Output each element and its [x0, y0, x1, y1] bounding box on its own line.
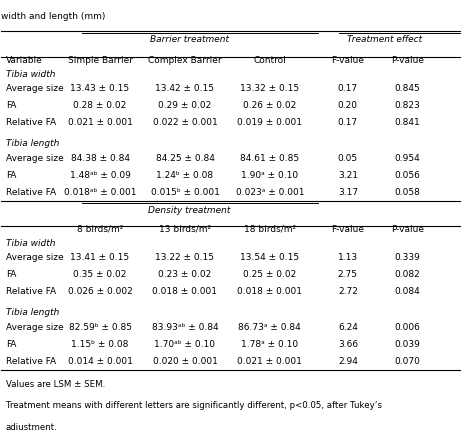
Text: Control: Control — [254, 56, 286, 65]
Text: Variable: Variable — [6, 56, 43, 65]
Text: 0.17: 0.17 — [338, 84, 358, 93]
Text: 0.20: 0.20 — [338, 101, 358, 110]
Text: 3.21: 3.21 — [338, 171, 358, 180]
Text: Average size: Average size — [6, 84, 64, 93]
Text: 0.084: 0.084 — [395, 286, 420, 295]
Text: 84.38 ± 0.84: 84.38 ± 0.84 — [71, 154, 129, 163]
Text: 0.823: 0.823 — [395, 101, 420, 110]
Text: 0.29 ± 0.02: 0.29 ± 0.02 — [158, 101, 211, 110]
Text: 0.35 ± 0.02: 0.35 ± 0.02 — [73, 270, 127, 279]
Text: adjustment.: adjustment. — [6, 422, 58, 430]
Text: FA: FA — [6, 270, 16, 279]
Text: Relative FA: Relative FA — [6, 118, 56, 127]
Text: Density treatment: Density treatment — [148, 205, 231, 214]
Text: 0.05: 0.05 — [338, 154, 358, 163]
Text: 13 birds/m²: 13 birds/m² — [159, 224, 211, 233]
Text: 0.015ᵇ ± 0.001: 0.015ᵇ ± 0.001 — [151, 188, 219, 197]
Text: 84.61 ± 0.85: 84.61 ± 0.85 — [240, 154, 300, 163]
Text: Tibia width: Tibia width — [6, 69, 55, 78]
Text: Average size: Average size — [6, 322, 64, 331]
Text: Relative FA: Relative FA — [6, 356, 56, 366]
Text: 1.70ᵃᵇ ± 0.10: 1.70ᵃᵇ ± 0.10 — [155, 339, 216, 348]
Text: F-value: F-value — [331, 56, 365, 65]
Text: Simple Barrier: Simple Barrier — [68, 56, 133, 65]
Text: 13.22 ± 0.15: 13.22 ± 0.15 — [155, 252, 214, 261]
Text: 0.020 ± 0.001: 0.020 ± 0.001 — [153, 356, 218, 366]
Text: 0.25 ± 0.02: 0.25 ± 0.02 — [243, 270, 296, 279]
Text: Relative FA: Relative FA — [6, 286, 56, 295]
Text: 0.023ᵃ ± 0.001: 0.023ᵃ ± 0.001 — [236, 188, 304, 197]
Text: width and length (mm): width and length (mm) — [1, 12, 106, 21]
Text: 13.54 ± 0.15: 13.54 ± 0.15 — [240, 252, 300, 261]
Text: 6.24: 6.24 — [338, 322, 358, 331]
Text: 83.93ᵃᵇ ± 0.84: 83.93ᵃᵇ ± 0.84 — [152, 322, 218, 331]
Text: Relative FA: Relative FA — [6, 188, 56, 197]
Text: 0.339: 0.339 — [394, 252, 420, 261]
Text: 0.070: 0.070 — [394, 356, 420, 366]
Text: 0.026 ± 0.002: 0.026 ± 0.002 — [68, 286, 132, 295]
Text: Barrier treatment: Barrier treatment — [150, 35, 229, 44]
Text: 1.24ᵇ ± 0.08: 1.24ᵇ ± 0.08 — [156, 171, 213, 180]
Text: Tibia length: Tibia length — [6, 308, 59, 317]
Text: FA: FA — [6, 171, 16, 180]
Text: 0.018 ± 0.001: 0.018 ± 0.001 — [153, 286, 218, 295]
Text: 0.018ᵃᵇ ± 0.001: 0.018ᵃᵇ ± 0.001 — [64, 188, 137, 197]
Text: Values are LSM ± SEM.: Values are LSM ± SEM. — [6, 379, 105, 388]
Text: 0.841: 0.841 — [395, 118, 420, 127]
Text: 1.15ᵇ ± 0.08: 1.15ᵇ ± 0.08 — [72, 339, 129, 348]
Text: 13.42 ± 0.15: 13.42 ± 0.15 — [155, 84, 214, 93]
Text: 82.59ᵇ ± 0.85: 82.59ᵇ ± 0.85 — [69, 322, 132, 331]
Text: 0.082: 0.082 — [395, 270, 420, 279]
Text: 2.75: 2.75 — [338, 270, 358, 279]
Text: 3.17: 3.17 — [338, 188, 358, 197]
Text: 1.13: 1.13 — [338, 252, 358, 261]
Text: 84.25 ± 0.84: 84.25 ± 0.84 — [155, 154, 214, 163]
Text: 0.23 ± 0.02: 0.23 ± 0.02 — [158, 270, 211, 279]
Text: 0.014 ± 0.001: 0.014 ± 0.001 — [68, 356, 133, 366]
Text: 13.41 ± 0.15: 13.41 ± 0.15 — [71, 252, 129, 261]
Text: 0.021 ± 0.001: 0.021 ± 0.001 — [68, 118, 133, 127]
Text: 0.019 ± 0.001: 0.019 ± 0.001 — [237, 118, 302, 127]
Text: 1.78ᵃ ± 0.10: 1.78ᵃ ± 0.10 — [241, 339, 299, 348]
Text: Treatment means with different letters are significantly different, p<0.05, afte: Treatment means with different letters a… — [6, 400, 382, 409]
Text: 3.66: 3.66 — [338, 339, 358, 348]
Text: Complex Barrier: Complex Barrier — [148, 56, 222, 65]
Text: 0.039: 0.039 — [394, 339, 420, 348]
Text: Average size: Average size — [6, 154, 64, 163]
Text: 0.006: 0.006 — [394, 322, 420, 331]
Text: 86.73ᵃ ± 0.84: 86.73ᵃ ± 0.84 — [238, 322, 301, 331]
Text: FA: FA — [6, 339, 16, 348]
Text: FA: FA — [6, 101, 16, 110]
Text: 0.954: 0.954 — [395, 154, 420, 163]
Text: P-value: P-value — [391, 224, 424, 233]
Text: 0.056: 0.056 — [394, 171, 420, 180]
Text: 1.48ᵃᵇ ± 0.09: 1.48ᵃᵇ ± 0.09 — [70, 171, 130, 180]
Text: Treatment effect: Treatment effect — [347, 35, 422, 44]
Text: P-value: P-value — [391, 56, 424, 65]
Text: Tibia width: Tibia width — [6, 238, 55, 247]
Text: 0.17: 0.17 — [338, 118, 358, 127]
Text: 0.26 ± 0.02: 0.26 ± 0.02 — [243, 101, 296, 110]
Text: 13.32 ± 0.15: 13.32 ± 0.15 — [240, 84, 300, 93]
Text: 2.72: 2.72 — [338, 286, 358, 295]
Text: 0.022 ± 0.001: 0.022 ± 0.001 — [153, 118, 217, 127]
Text: 0.058: 0.058 — [394, 188, 420, 197]
Text: 0.021 ± 0.001: 0.021 ± 0.001 — [237, 356, 302, 366]
Text: Tibia length: Tibia length — [6, 139, 59, 148]
Text: 0.018 ± 0.001: 0.018 ± 0.001 — [237, 286, 302, 295]
Text: 0.845: 0.845 — [395, 84, 420, 93]
Text: 18 birds/m²: 18 birds/m² — [244, 224, 296, 233]
Text: 13.43 ± 0.15: 13.43 ± 0.15 — [71, 84, 129, 93]
Text: 0.28 ± 0.02: 0.28 ± 0.02 — [73, 101, 127, 110]
Text: Average size: Average size — [6, 252, 64, 261]
Text: 2.94: 2.94 — [338, 356, 358, 366]
Text: 1.90ᵃ ± 0.10: 1.90ᵃ ± 0.10 — [241, 171, 299, 180]
Text: F-value: F-value — [331, 224, 365, 233]
Text: 8 birds/m²: 8 birds/m² — [77, 224, 123, 233]
